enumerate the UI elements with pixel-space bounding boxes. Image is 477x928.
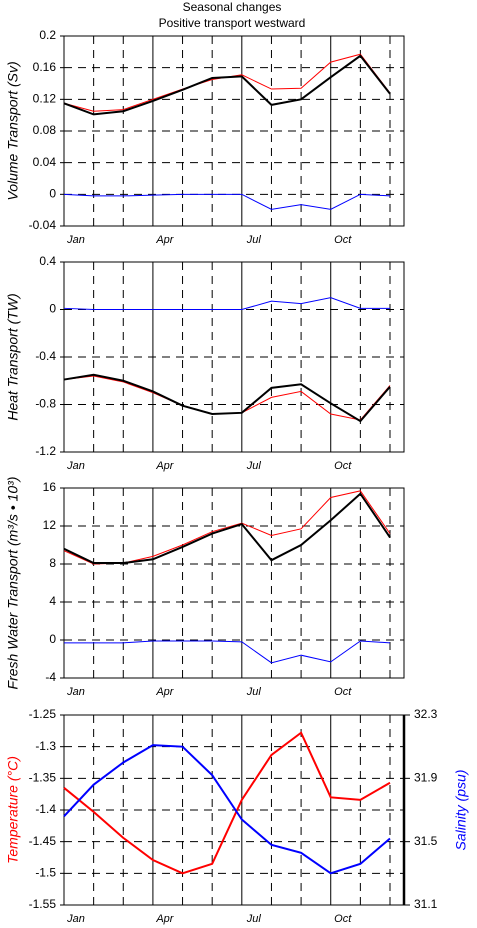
- y-tick-label: 0.08: [33, 123, 57, 137]
- series-line: [63, 490, 391, 565]
- x-tick-label: Oct: [334, 686, 352, 698]
- series-line: [63, 744, 391, 875]
- x-tick-label: Jan: [66, 913, 85, 925]
- y-axis-label: Heat Transport (TW): [5, 293, 21, 420]
- x-tick-label: Jul: [246, 686, 262, 698]
- series-line: [63, 373, 391, 423]
- series-line: [63, 53, 391, 112]
- y-tick-label: 0: [49, 187, 56, 201]
- series-line: [63, 297, 390, 310]
- y-tick-label: -1.4: [35, 802, 56, 816]
- y-tick-label: 8: [49, 556, 56, 570]
- y-tick-label: 4: [49, 594, 56, 608]
- plot-frame: [63, 261, 405, 453]
- x-tick-label: Oct: [334, 913, 352, 925]
- y-tick-label: -1.45: [29, 834, 57, 848]
- x-tick-label: Jan: [66, 686, 85, 698]
- y-tick-label: -1.5: [35, 866, 56, 880]
- chart-title: Seasonal changes: [183, 0, 282, 14]
- y-tick-label: -4: [45, 670, 56, 684]
- y-tick-label: 0.12: [33, 92, 57, 106]
- y-tick-label: -0.4: [35, 349, 56, 363]
- chart-subtitle: Positive transport westward: [159, 16, 306, 30]
- series-line: [64, 640, 391, 664]
- y-tick-label: 0.4: [39, 254, 56, 268]
- y2-axis-label: Salinity (psu): [453, 770, 469, 851]
- x-tick-label: Apr: [155, 234, 174, 246]
- series-line: [63, 492, 391, 565]
- y-tick-label: -1.25: [29, 707, 57, 721]
- y2-tick-label: 31.9: [414, 771, 438, 785]
- x-tick-label: Apr: [155, 460, 174, 472]
- x-tick-label: Jul: [246, 234, 262, 246]
- y-tick-label: -1.55: [29, 897, 57, 911]
- y-tick-label: 0: [49, 632, 56, 646]
- y-axis-label: Fresh Water Transport (m³/s • 10³): [5, 477, 21, 690]
- x-tick-label: Oct: [334, 234, 352, 246]
- series-line: [63, 731, 391, 875]
- y-tick-label: -1.3: [35, 739, 56, 753]
- plot-frame: [63, 487, 405, 679]
- y-tick-label: -0.04: [29, 218, 57, 232]
- x-tick-label: Jan: [66, 460, 85, 472]
- plot-frame: [63, 35, 405, 227]
- x-tick-label: Jul: [246, 460, 262, 472]
- series-line: [63, 54, 391, 116]
- y-tick-label: 0.04: [33, 155, 57, 169]
- y2-tick-label: 31.1: [414, 897, 438, 911]
- y-tick-label: -0.8: [35, 397, 56, 411]
- y-axis-label: Temperature (°C): [5, 756, 21, 864]
- x-tick-label: Apr: [155, 913, 174, 925]
- series-line: [63, 193, 391, 210]
- x-tick-label: Apr: [155, 686, 174, 698]
- y2-tick-label: 31.5: [414, 834, 438, 848]
- y-tick-label: 0: [49, 302, 56, 316]
- y2-tick-label: 32.3: [414, 707, 438, 721]
- y-axis-label: Volume Transport (Sv): [5, 61, 21, 200]
- x-tick-label: Oct: [334, 460, 352, 472]
- y-tick-label: 0.16: [33, 60, 57, 74]
- y-tick-label: -1.2: [35, 444, 56, 458]
- y-tick-label: 0.2: [39, 28, 56, 42]
- y-tick-label: 12: [43, 518, 57, 532]
- y-tick-label: -1.35: [29, 771, 57, 785]
- y-tick-label: 16: [43, 480, 57, 494]
- x-tick-label: Jan: [66, 234, 85, 246]
- x-tick-label: Jul: [246, 913, 262, 925]
